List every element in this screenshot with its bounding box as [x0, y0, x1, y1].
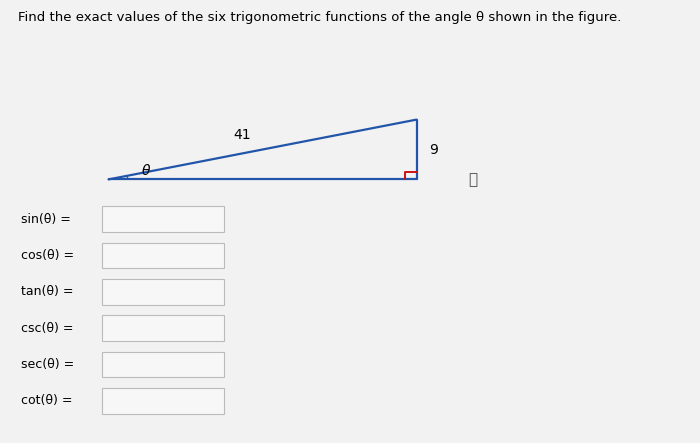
- Text: 9: 9: [429, 143, 438, 156]
- Text: sec(θ) =: sec(θ) =: [21, 358, 74, 371]
- Text: cot(θ) =: cot(θ) =: [21, 394, 73, 408]
- Text: ⓘ: ⓘ: [468, 172, 477, 187]
- Text: sin(θ) =: sin(θ) =: [21, 213, 71, 226]
- Bar: [102, 243, 224, 268]
- Text: θ: θ: [142, 164, 150, 178]
- Text: cos(θ) =: cos(θ) =: [21, 249, 74, 262]
- Bar: [102, 352, 224, 377]
- Bar: [102, 388, 224, 414]
- Bar: [102, 279, 224, 305]
- Text: csc(θ) =: csc(θ) =: [21, 322, 74, 335]
- Bar: [102, 315, 224, 341]
- Text: Find the exact values of the six trigonometric functions of the angle θ shown in: Find the exact values of the six trigono…: [18, 11, 621, 24]
- Bar: [102, 206, 224, 232]
- Text: tan(θ) =: tan(θ) =: [21, 285, 74, 299]
- Text: 41: 41: [233, 128, 251, 142]
